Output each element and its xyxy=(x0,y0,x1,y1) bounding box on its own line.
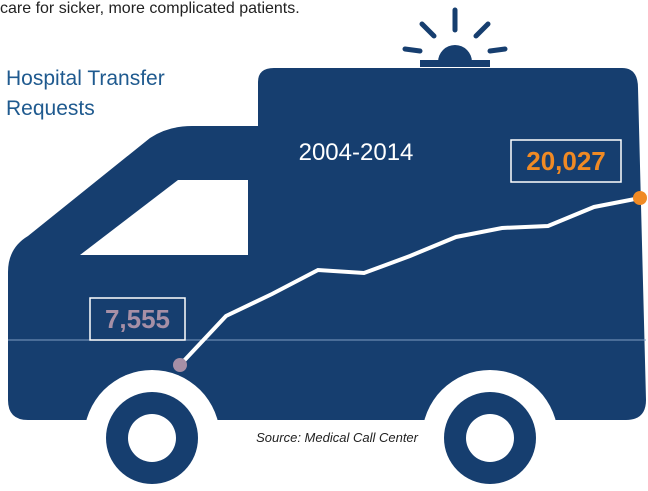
wheels xyxy=(84,370,558,491)
intro-text: care for sicker, more complicated patien… xyxy=(0,0,300,17)
van-body xyxy=(8,68,646,420)
data-point xyxy=(633,191,647,205)
data-line xyxy=(178,196,641,367)
data-label: 7,555 xyxy=(105,304,170,334)
data-point xyxy=(173,358,187,372)
data-label: 20,027 xyxy=(526,146,606,176)
label-box xyxy=(510,139,622,183)
chart-title: Hospital Transfer Requests xyxy=(6,67,165,120)
chart-subtitle: 2004-2014 xyxy=(299,139,414,166)
label-box xyxy=(89,297,186,341)
source: Source: Medical Call Center xyxy=(256,430,419,445)
window xyxy=(80,180,248,255)
siren xyxy=(402,7,508,67)
